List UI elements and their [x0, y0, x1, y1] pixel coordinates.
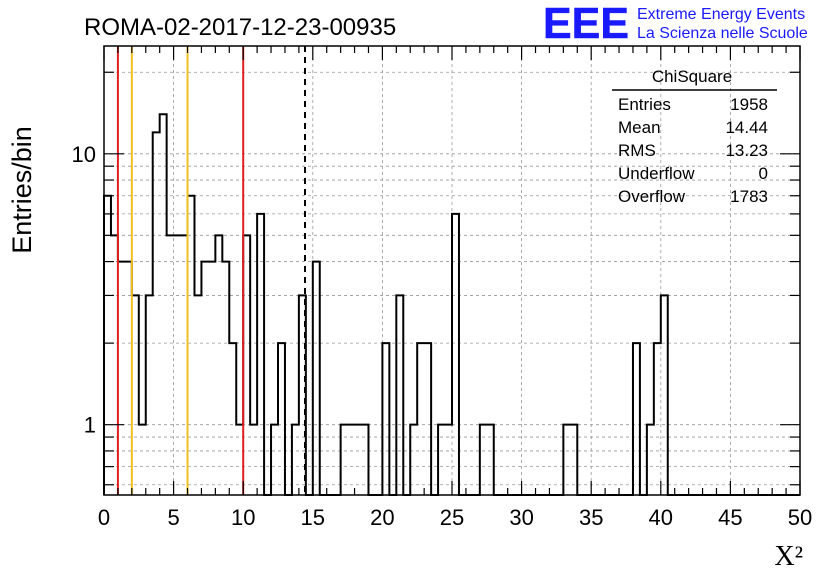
- histogram-series: [103, 113, 800, 496]
- logo-line-1: Extreme Energy Events: [637, 6, 805, 23]
- logo-line-2: La Scienza nelle Scuole: [637, 25, 808, 42]
- histogram-bin: [125, 262, 132, 495]
- histogram-bin: [271, 425, 278, 495]
- stats-label: Mean: [618, 118, 661, 137]
- histogram-bin: [229, 343, 236, 495]
- histogram-bin: [417, 343, 424, 495]
- stats-value: 13.23: [725, 141, 768, 160]
- histogram-outline: [103, 113, 800, 496]
- histogram-bin: [362, 425, 369, 495]
- axis-ticks: [103, 46, 801, 495]
- x-tick-label: 45: [718, 505, 742, 530]
- y-tick-labels: 1 10: [72, 142, 96, 438]
- histogram-bin: [647, 425, 654, 495]
- histogram-bin: [111, 235, 118, 495]
- histogram-bin: [341, 425, 348, 495]
- histogram-bin: [194, 295, 201, 495]
- histogram-bin: [292, 425, 299, 495]
- chart-title: ROMA-02-2017-12-23-00935: [84, 14, 396, 41]
- histogram-bin: [146, 295, 153, 495]
- stats-box: ChiSquare Entries 1958 Mean 14.44 RMS 13.23 Un…: [612, 67, 777, 206]
- logo-mark: EEE: [543, 0, 629, 48]
- stats-value: 1783: [730, 187, 768, 206]
- histogram-bin: [438, 425, 445, 495]
- histogram-bin: [132, 295, 139, 495]
- histogram-bin: [243, 235, 250, 495]
- y-axis-label: Entries/bin: [7, 126, 37, 254]
- reference-lines: [116, 46, 307, 495]
- histogram-bin: [174, 235, 181, 495]
- x-tick-label: 15: [301, 505, 325, 530]
- histogram-bin: [153, 132, 160, 495]
- eee-logo: EEE Extreme Energy Events La Scienza nel…: [543, 0, 808, 48]
- histogram-bin: [452, 214, 459, 495]
- x-tick-label: 25: [440, 505, 464, 530]
- x-tick-label: 5: [167, 505, 179, 530]
- histogram-bin: [236, 425, 243, 495]
- histogram-bin: [410, 425, 417, 495]
- histogram-bin: [104, 196, 111, 495]
- histogram-bin: [139, 425, 146, 495]
- histogram-bin: [396, 295, 403, 495]
- histogram-bin: [250, 425, 257, 495]
- histogram-bin: [424, 343, 431, 495]
- x-tick-labels: 0 5 10 15 20 25 30 35 40 45 50: [98, 505, 812, 530]
- histogram-bin: [160, 114, 167, 495]
- stats-label: Overflow: [618, 187, 686, 206]
- x-tick-label: 20: [370, 505, 394, 530]
- x-tick-label: 10: [231, 505, 255, 530]
- histogram-bin: [181, 235, 188, 495]
- histogram-bin: [382, 343, 389, 495]
- x-tick-label: 40: [649, 505, 673, 530]
- histogram-bin: [118, 262, 125, 495]
- histogram-bin: [355, 425, 362, 495]
- stats-value: 14.44: [725, 118, 768, 137]
- x-tick-label: 50: [788, 505, 812, 530]
- y-tick-label: 10: [72, 142, 96, 167]
- histogram-bin: [563, 425, 570, 495]
- x-axis-label: X²: [774, 541, 803, 572]
- histogram-bin: [215, 235, 222, 495]
- histogram-bin: [654, 343, 661, 495]
- stats-title: ChiSquare: [652, 67, 732, 86]
- stats-label: Underflow: [618, 164, 695, 183]
- histogram-bin: [487, 425, 494, 495]
- y-tick-label: 1: [84, 413, 96, 438]
- histogram-bin: [570, 425, 577, 495]
- histogram-bin: [633, 343, 640, 495]
- histogram-bin: [480, 425, 487, 495]
- x-tick-label: 35: [579, 505, 603, 530]
- histogram-bin: [222, 262, 229, 495]
- histogram-bin: [257, 214, 264, 495]
- histogram-bin: [278, 343, 285, 495]
- histogram-bin: [167, 235, 174, 495]
- stats-label: Entries: [618, 95, 671, 114]
- stats-label: RMS: [618, 141, 656, 160]
- stats-value: 1958: [730, 95, 768, 114]
- histogram-bin: [313, 262, 320, 495]
- stats-value: 0: [759, 164, 768, 183]
- histogram-bin: [445, 425, 452, 495]
- histogram-bin: [188, 196, 195, 495]
- x-tick-label: 0: [98, 505, 110, 530]
- histogram-bin: [661, 295, 668, 495]
- histogram-bin: [208, 262, 215, 495]
- histogram-bin: [201, 262, 208, 495]
- x-tick-label: 30: [509, 505, 533, 530]
- histogram-bin: [348, 425, 355, 495]
